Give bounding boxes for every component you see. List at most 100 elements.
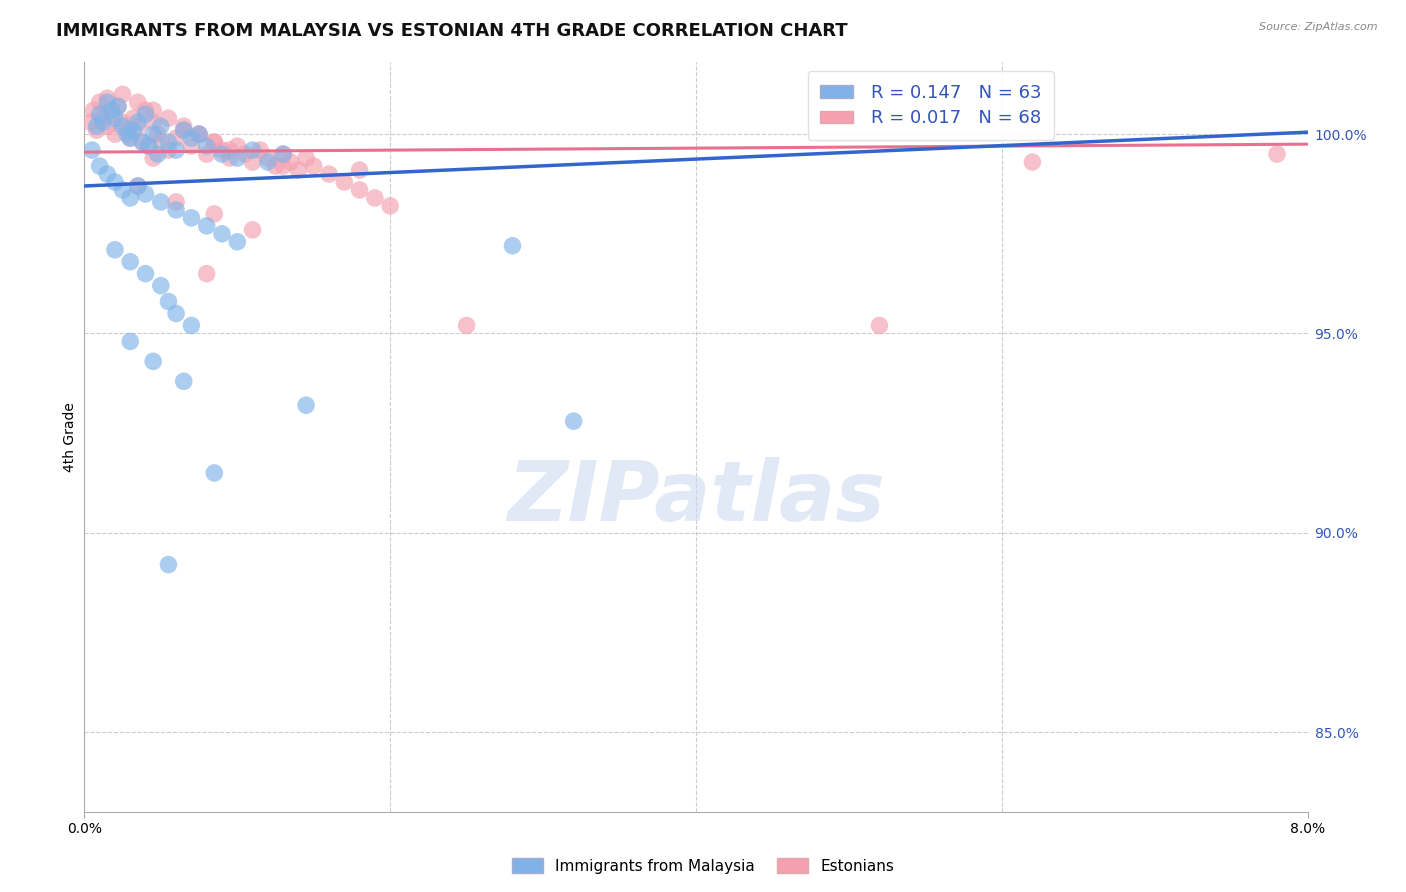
Point: [165, 194, 187, 209]
Point: [149, 119, 172, 133]
Point: [135, 107, 157, 121]
Point: [188, 127, 211, 141]
Point: [195, 139, 218, 153]
Point: [1265, 147, 1288, 161]
Legend: R = 0.147   N = 63, R = 0.017   N = 68: R = 0.147 N = 63, R = 0.017 N = 68: [807, 71, 1054, 140]
Point: [131, 135, 153, 149]
Point: [318, 167, 340, 181]
Point: [202, 135, 225, 149]
Point: [149, 278, 172, 293]
Point: [149, 135, 172, 149]
Point: [135, 186, 157, 201]
Point: [242, 143, 264, 157]
Point: [127, 179, 149, 194]
Point: [111, 115, 134, 129]
Point: [89, 107, 111, 121]
Point: [104, 243, 127, 257]
Point: [249, 143, 271, 157]
Point: [96, 167, 118, 181]
Point: [157, 294, 180, 309]
Point: [127, 119, 149, 133]
Point: [364, 191, 387, 205]
Point: [142, 103, 165, 118]
Point: [173, 123, 195, 137]
Point: [287, 163, 309, 178]
Point: [165, 306, 187, 320]
Point: [79, 115, 101, 129]
Y-axis label: 4th Grade: 4th Grade: [63, 402, 77, 472]
Point: [349, 183, 371, 197]
Point: [295, 398, 318, 412]
Point: [127, 95, 149, 110]
Point: [101, 103, 124, 118]
Point: [157, 558, 180, 572]
Point: [271, 147, 294, 161]
Point: [202, 466, 225, 480]
Point: [127, 179, 149, 194]
Point: [115, 127, 138, 141]
Point: [257, 155, 280, 169]
Point: [157, 112, 180, 126]
Point: [295, 151, 318, 165]
Text: IMMIGRANTS FROM MALAYSIA VS ESTONIAN 4TH GRADE CORRELATION CHART: IMMIGRANTS FROM MALAYSIA VS ESTONIAN 4TH…: [56, 22, 848, 40]
Point: [180, 131, 202, 145]
Point: [226, 151, 249, 165]
Point: [180, 211, 202, 225]
Point: [456, 318, 478, 333]
Point: [96, 95, 118, 110]
Point: [111, 183, 134, 197]
Point: [89, 159, 111, 173]
Point: [120, 191, 142, 205]
Point: [562, 414, 585, 428]
Point: [226, 139, 249, 153]
Point: [271, 159, 294, 173]
Point: [211, 227, 233, 241]
Point: [157, 143, 180, 157]
Point: [280, 155, 302, 169]
Point: [138, 139, 160, 153]
Point: [271, 147, 294, 161]
Point: [80, 143, 103, 157]
Point: [96, 91, 118, 105]
Point: [157, 135, 180, 149]
Point: [218, 143, 240, 157]
Point: [104, 127, 127, 141]
Point: [149, 194, 172, 209]
Point: [173, 374, 195, 388]
Point: [333, 175, 356, 189]
Point: [111, 87, 134, 102]
Point: [107, 99, 129, 113]
Point: [165, 131, 187, 145]
Point: [188, 127, 211, 141]
Text: Source: ZipAtlas.com: Source: ZipAtlas.com: [1260, 22, 1378, 32]
Point: [142, 151, 165, 165]
Point: [86, 123, 108, 137]
Point: [146, 147, 169, 161]
Point: [173, 123, 195, 137]
Point: [165, 202, 187, 217]
Text: ZIPatlas: ZIPatlas: [508, 457, 884, 538]
Legend: Immigrants from Malaysia, Estonians: Immigrants from Malaysia, Estonians: [506, 852, 900, 880]
Point: [142, 354, 165, 368]
Point: [188, 127, 211, 141]
Point: [202, 207, 225, 221]
Point: [226, 235, 249, 249]
Point: [122, 112, 145, 126]
Point: [180, 318, 202, 333]
Point: [120, 131, 142, 145]
Point: [120, 131, 142, 145]
Point: [1021, 155, 1043, 169]
Point: [96, 119, 118, 133]
Point: [180, 139, 202, 153]
Point: [86, 119, 108, 133]
Point: [380, 199, 402, 213]
Point: [107, 99, 129, 113]
Point: [111, 119, 134, 133]
Point: [115, 123, 138, 137]
Point: [142, 115, 165, 129]
Point: [195, 147, 218, 161]
Point: [165, 143, 187, 157]
Point: [173, 119, 195, 133]
Point: [242, 223, 264, 237]
Point: [83, 103, 105, 118]
